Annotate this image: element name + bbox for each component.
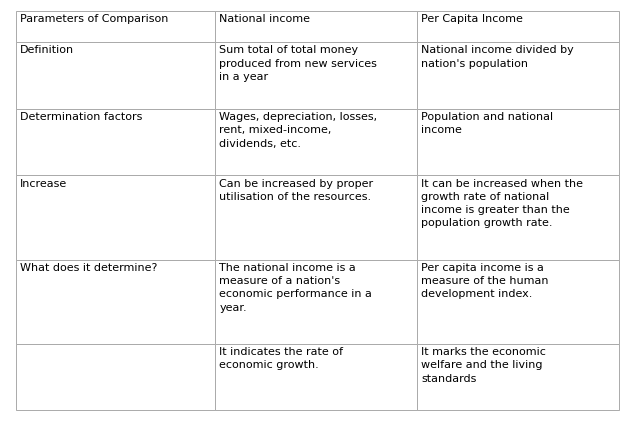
Text: Increase: Increase <box>20 179 67 189</box>
Text: Can be increased by proper
utilisation of the resources.: Can be increased by proper utilisation o… <box>220 179 373 202</box>
Bar <box>16 176 215 260</box>
Text: Population and national
income: Population and national income <box>422 112 554 135</box>
Text: Definition: Definition <box>20 45 74 56</box>
Text: Per Capita Income: Per Capita Income <box>422 14 523 24</box>
Bar <box>215 42 417 109</box>
Bar <box>16 11 215 42</box>
Bar <box>16 344 215 410</box>
Bar <box>215 11 417 42</box>
Bar <box>417 344 619 410</box>
Bar <box>417 42 619 109</box>
Text: Sum total of total money
produced from new services
in a year: Sum total of total money produced from n… <box>220 45 377 82</box>
Text: What does it determine?: What does it determine? <box>20 263 157 273</box>
Bar <box>215 344 417 410</box>
Text: It indicates the rate of
economic growth.: It indicates the rate of economic growth… <box>220 347 344 370</box>
Bar <box>16 260 215 344</box>
Text: National income: National income <box>220 14 311 24</box>
Bar <box>417 260 619 344</box>
Text: Wages, depreciation, losses,
rent, mixed-income,
dividends, etc.: Wages, depreciation, losses, rent, mixed… <box>220 112 378 149</box>
Text: It marks the economic
welfare and the living
standards: It marks the economic welfare and the li… <box>422 347 546 384</box>
Bar <box>215 176 417 260</box>
Bar <box>417 176 619 260</box>
Bar <box>215 260 417 344</box>
Bar <box>16 42 215 109</box>
Bar <box>417 11 619 42</box>
Bar <box>16 109 215 176</box>
Text: Per capita income is a
measure of the human
development index.: Per capita income is a measure of the hu… <box>422 263 549 299</box>
Text: It can be increased when the
growth rate of national
income is greater than the
: It can be increased when the growth rate… <box>422 179 584 228</box>
Text: The national income is a
measure of a nation's
economic performance in a
year.: The national income is a measure of a na… <box>220 263 372 312</box>
Bar <box>417 109 619 176</box>
Text: Parameters of Comparison: Parameters of Comparison <box>20 14 169 24</box>
Bar <box>215 109 417 176</box>
Text: Determination factors: Determination factors <box>20 112 143 122</box>
Text: National income divided by
nation's population: National income divided by nation's popu… <box>422 45 574 69</box>
